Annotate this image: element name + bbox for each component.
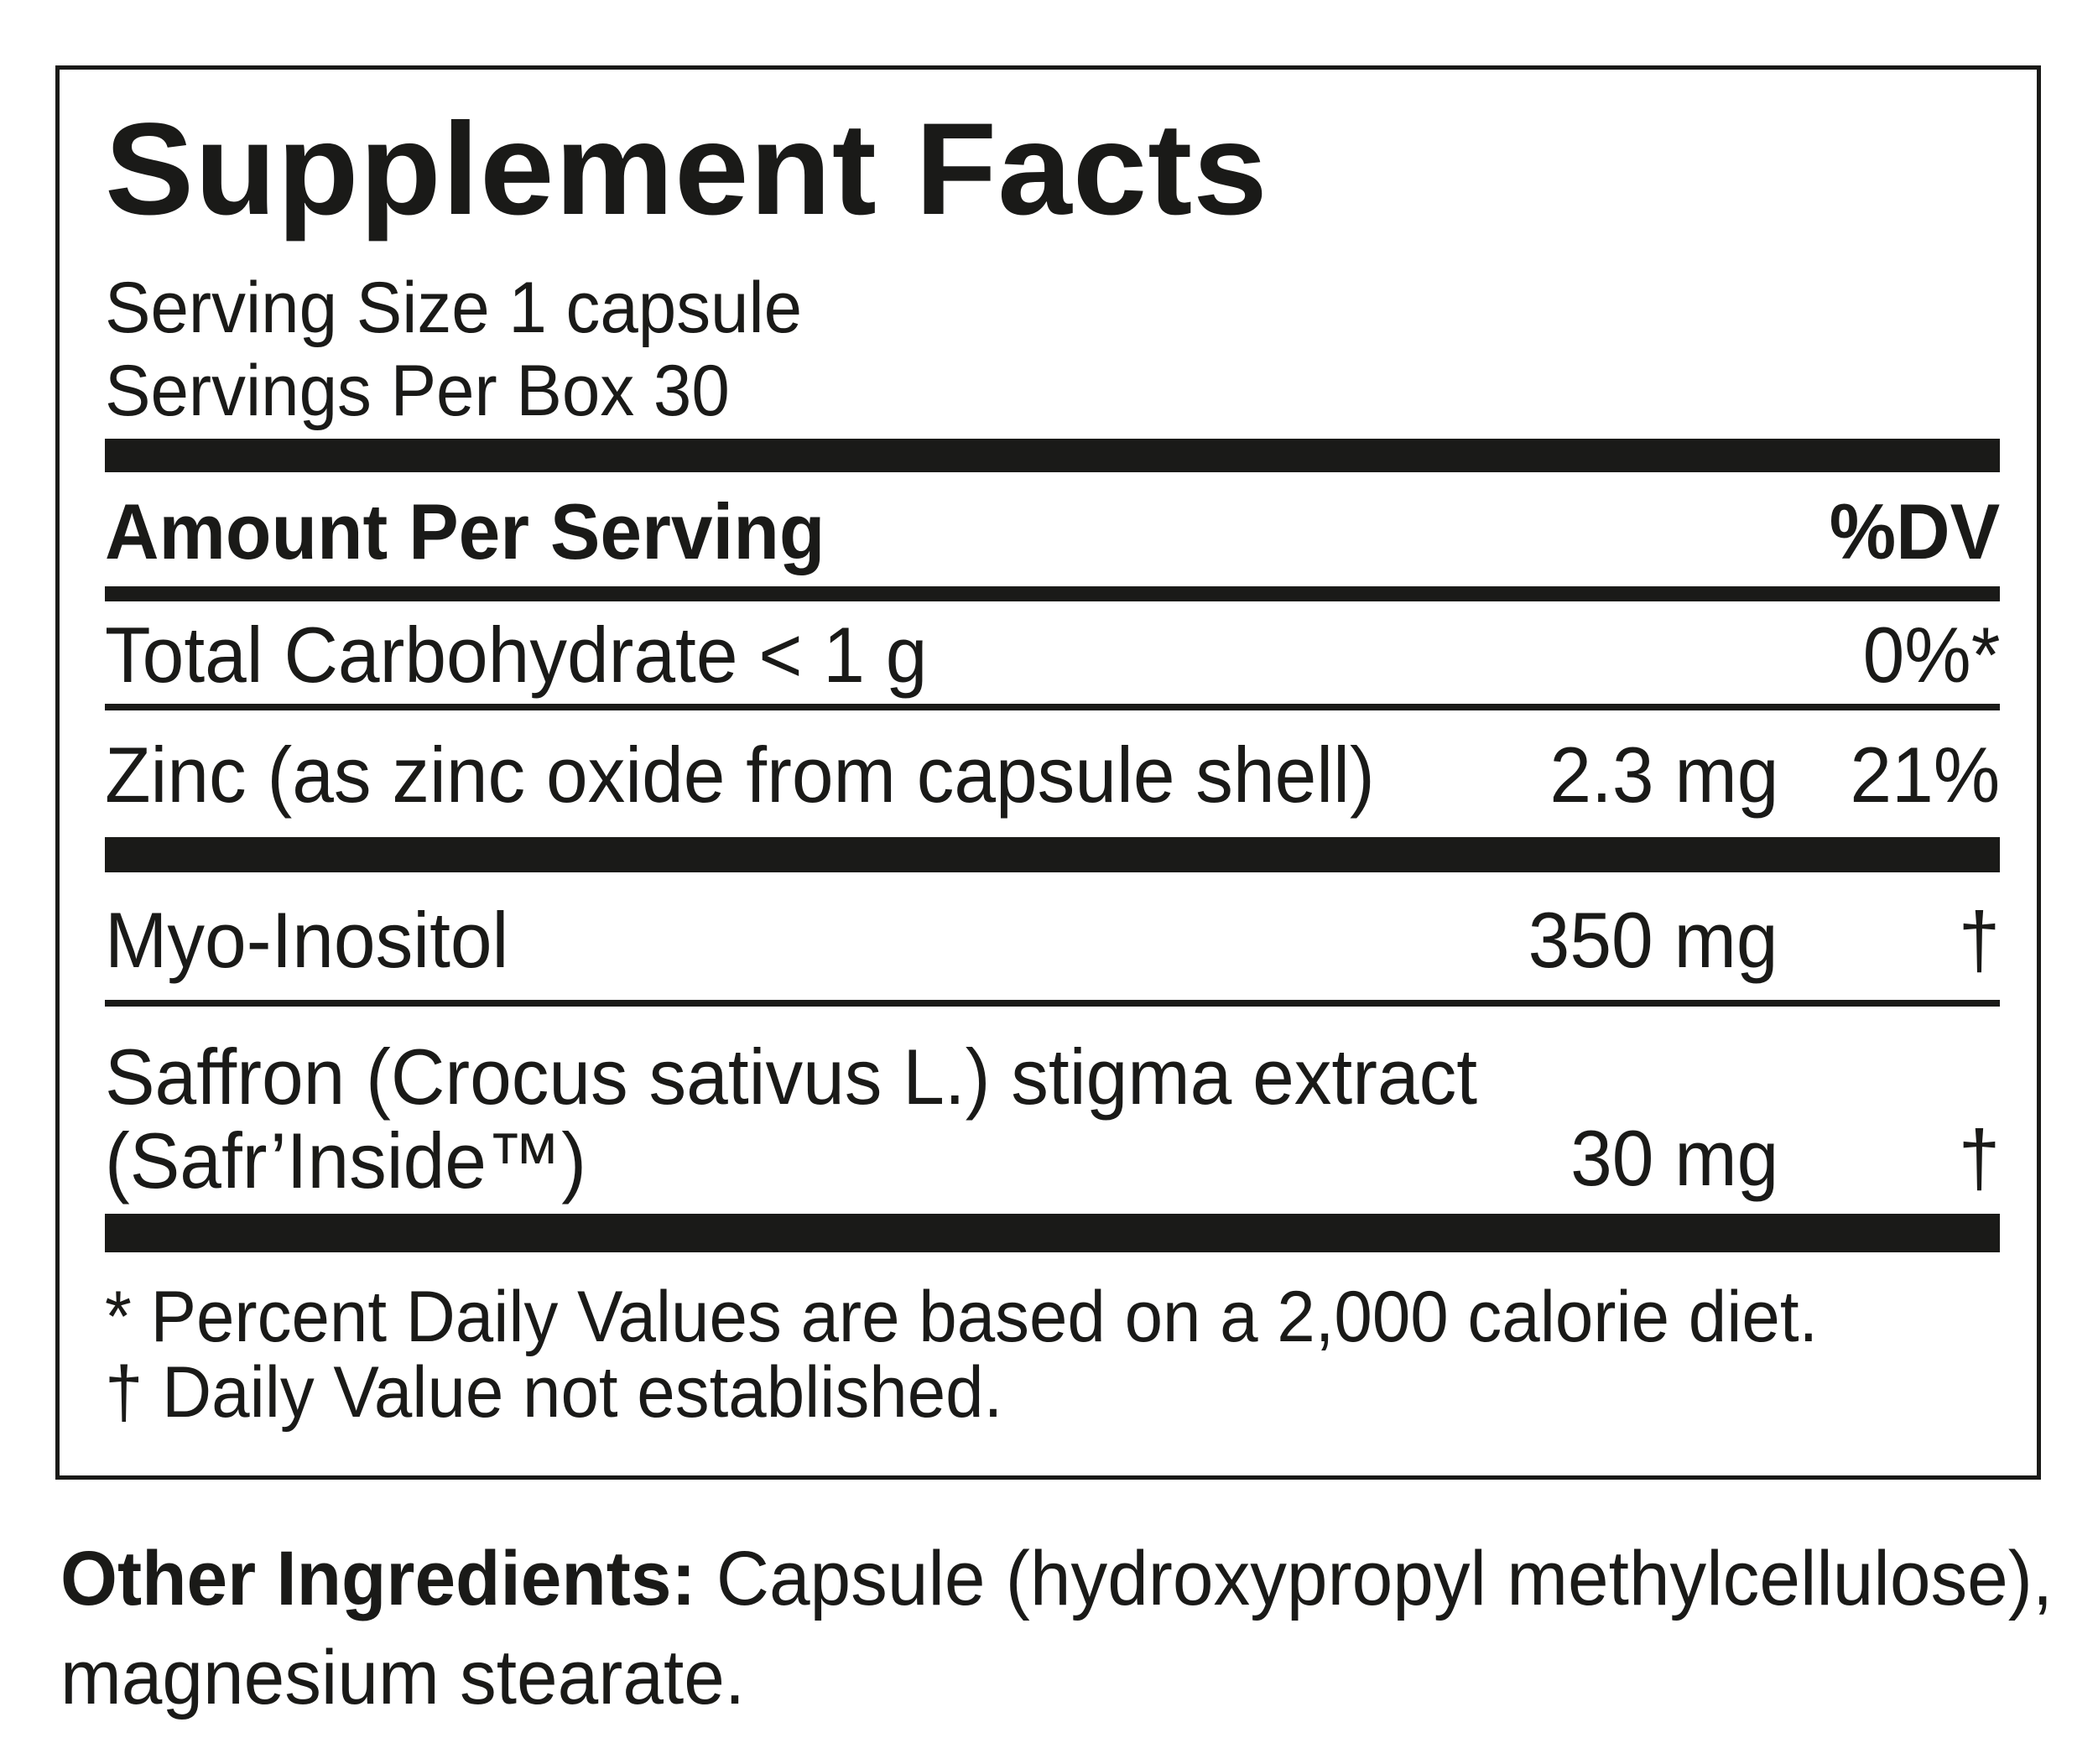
nutrient-dv: †	[1958, 1114, 2000, 1202]
column-header-row: Amount Per Serving %DV	[105, 492, 2000, 571]
footnote-daily-values: * Percent Daily Values are based on a 2,…	[105, 1277, 1819, 1357]
nutrient-name: Total Carbohydrate < 1 g	[105, 611, 928, 699]
nutrient-row-zinc: Zinc (as zinc oxide from capsule shell) …	[105, 736, 2000, 814]
other-ingredients-line2: magnesium stearate.	[60, 1635, 746, 1720]
other-ingredients-section: Other Ingredients: Capsule (hydroxypropy…	[60, 1529, 2065, 1727]
other-ingredients-line1: Other Ingredients: Capsule (hydroxypropy…	[60, 1529, 2065, 1628]
serving-info: Serving Size 1 capsule Servings Per Box …	[105, 267, 2000, 433]
separator-rule-thin-2	[105, 1000, 2000, 1007]
serving-size-line: Serving Size 1 capsule	[105, 268, 803, 348]
nutrient-dv: †	[1958, 896, 2000, 984]
separator-rule-thin-1	[105, 704, 2000, 710]
nutrient-row-myo-inositol: Myo-Inositol 350 mg †	[105, 901, 2000, 980]
other-ingredients-line1-rest: Capsule (hydroxypropyl methylcellulose),	[695, 1536, 2054, 1621]
supplement-facts-panel: Supplement Facts Serving Size 1 capsule …	[55, 65, 2041, 1480]
nutrient-amount: 350 mg	[1528, 896, 1778, 984]
other-ingredients-label: Other Ingredients:	[60, 1536, 696, 1621]
servings-per-box-line: Servings Per Box 30	[105, 351, 730, 431]
nutrient-row-saffron: Saffron (Crocus sativus L.) stigma extra…	[105, 1035, 2000, 1203]
amount-per-serving-header: Amount Per Serving	[105, 487, 825, 575]
nutrient-amount: 30 mg	[1570, 1114, 1778, 1202]
footnote-not-established: † Daily Value not established.	[105, 1352, 1003, 1433]
dv-header: %DV	[1829, 487, 2000, 575]
panel-title: Supplement Facts	[105, 96, 1268, 242]
nutrient-name: Zinc (as zinc oxide from capsule shell)	[105, 731, 1375, 819]
separator-bar-thick-middle	[105, 837, 2000, 872]
nutrient-name-line2: (Safr’Inside™)	[105, 1116, 587, 1205]
nutrient-dv: 0%*	[1862, 611, 2000, 699]
separator-bar-thick-bottom	[105, 1214, 2000, 1252]
panel-title-row: Supplement Facts	[105, 104, 2000, 235]
nutrient-row-total-carbohydrate: Total Carbohydrate < 1 g 0%*	[105, 616, 2000, 695]
separator-bar-thick-top	[105, 439, 2000, 472]
nutrient-amount: 2.3 mg	[1549, 731, 1778, 819]
nutrient-dv: 21%	[1850, 731, 2000, 819]
nutrient-name: Myo-Inositol	[105, 896, 509, 984]
nutrient-name-line1: Saffron (Crocus sativus L.) stigma extra…	[105, 1033, 1478, 1121]
separator-bar-medium	[105, 586, 2000, 601]
